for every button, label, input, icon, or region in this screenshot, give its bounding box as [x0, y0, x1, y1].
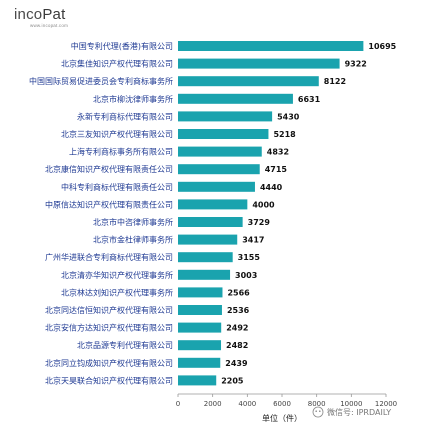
category-label: 北京品源专利代理有限公司 — [77, 340, 173, 350]
value-label: 8122 — [324, 77, 346, 86]
value-label: 6631 — [298, 95, 321, 104]
bar — [178, 340, 222, 351]
category-label: 广州华进联合专利商标代理有限公司 — [45, 252, 173, 262]
bar — [178, 129, 269, 139]
category-label: 北京同达信恒知识产权代理有限公司 — [45, 305, 173, 315]
value-label: 2566 — [227, 288, 250, 297]
x-axis: 0 2000 4000 6000 8000 10000 12000 — [176, 393, 397, 408]
bar — [178, 375, 217, 386]
bar — [178, 287, 223, 298]
category-label: 北京市金杜律师事务所 — [93, 235, 173, 245]
incopat-logo: incoPat www.incopat.com — [14, 4, 69, 28]
bar — [178, 322, 222, 333]
x-tick-label: 4000 — [238, 400, 256, 408]
value-label: 4000 — [252, 200, 275, 209]
value-label: 4715 — [265, 165, 288, 174]
category-label: 北京市柳沈律师事务所 — [93, 94, 173, 104]
bar — [178, 58, 340, 69]
bar — [178, 93, 293, 104]
category-label: 上海专利商标事务所有限公司 — [69, 147, 173, 157]
x-tick-label: 6000 — [273, 400, 291, 408]
value-label: 5430 — [277, 112, 300, 121]
bar — [178, 252, 233, 263]
watermark: 微信号: IPRDAILY — [312, 406, 391, 418]
bar — [178, 269, 231, 280]
category-label: 北京天昊联合知识产权代理有限公司 — [45, 375, 173, 385]
bar — [178, 146, 262, 157]
x-tick-label: 8000 — [308, 400, 326, 408]
bar — [178, 76, 319, 87]
x-tick-label: 12000 — [375, 400, 397, 408]
bar — [178, 41, 364, 51]
category-label: 永新专利商标代理有限公司 — [77, 111, 173, 121]
wechat-icon — [312, 406, 324, 418]
value-label: 5218 — [273, 130, 296, 139]
logo-url: www.incopat.com — [30, 23, 69, 28]
bar — [178, 181, 255, 192]
category-label: 北京林达刘知识产权代理事务所 — [61, 287, 173, 297]
value-label: 9322 — [345, 60, 367, 69]
value-label: 3003 — [235, 271, 257, 280]
value-label: 10695 — [368, 42, 396, 51]
category-labels: 中国专利代理(香港)有限公司北京集佳知识产权代理有限公司中国国际贸易促进委员会专… — [29, 41, 173, 385]
category-label: 北京康信知识产权代理有限责任公司 — [45, 164, 173, 174]
category-label: 中科专利商标代理有限责任公司 — [61, 182, 173, 192]
bar — [178, 217, 243, 227]
category-label: 北京安信方达知识产权代理有限公司 — [45, 323, 173, 333]
x-tick-label: 10000 — [340, 400, 362, 408]
category-label: 北京三友知识产权代理有限公司 — [61, 129, 173, 139]
logo-brand-prefix: inco — [14, 6, 43, 23]
bar — [178, 199, 248, 210]
bar — [178, 111, 273, 122]
value-label: 4832 — [267, 148, 289, 157]
bar — [178, 357, 221, 368]
x-tick-label: 0 — [176, 400, 180, 408]
value-label: 4440 — [260, 183, 283, 192]
value-label: 2205 — [221, 376, 244, 385]
bar — [178, 234, 238, 245]
value-label: 3155 — [238, 253, 261, 262]
watermark-text: 微信号: IPRDAILY — [327, 407, 391, 417]
value-label: 2492 — [226, 324, 248, 333]
value-label: 3417 — [242, 236, 264, 245]
value-label: 2439 — [225, 359, 248, 368]
logo-brand-suffix: Pat — [42, 6, 66, 23]
value-label: 3729 — [248, 218, 271, 227]
category-label: 中国国际贸易促进委员会专利商标事务所 — [29, 76, 173, 86]
category-label: 中国专利代理(香港)有限公司 — [71, 41, 173, 51]
category-label: 北京市中咨律师事务所 — [93, 217, 173, 227]
category-label: 北京同立钧成知识产权代理有限公司 — [45, 358, 173, 368]
x-axis-title: 单位（件） — [262, 413, 302, 423]
value-label: 2536 — [227, 306, 250, 315]
category-label: 北京清亦华知识产权代理事务所 — [61, 270, 173, 280]
category-label: 北京集佳知识产权代理有限公司 — [61, 59, 173, 69]
bar — [178, 164, 260, 175]
value-label: 2482 — [226, 341, 248, 350]
bar — [178, 305, 222, 315]
bars-group — [178, 41, 364, 386]
x-tick-label: 2000 — [204, 400, 222, 408]
category-label: 中原信达知识产权代理有限责任公司 — [45, 199, 173, 209]
